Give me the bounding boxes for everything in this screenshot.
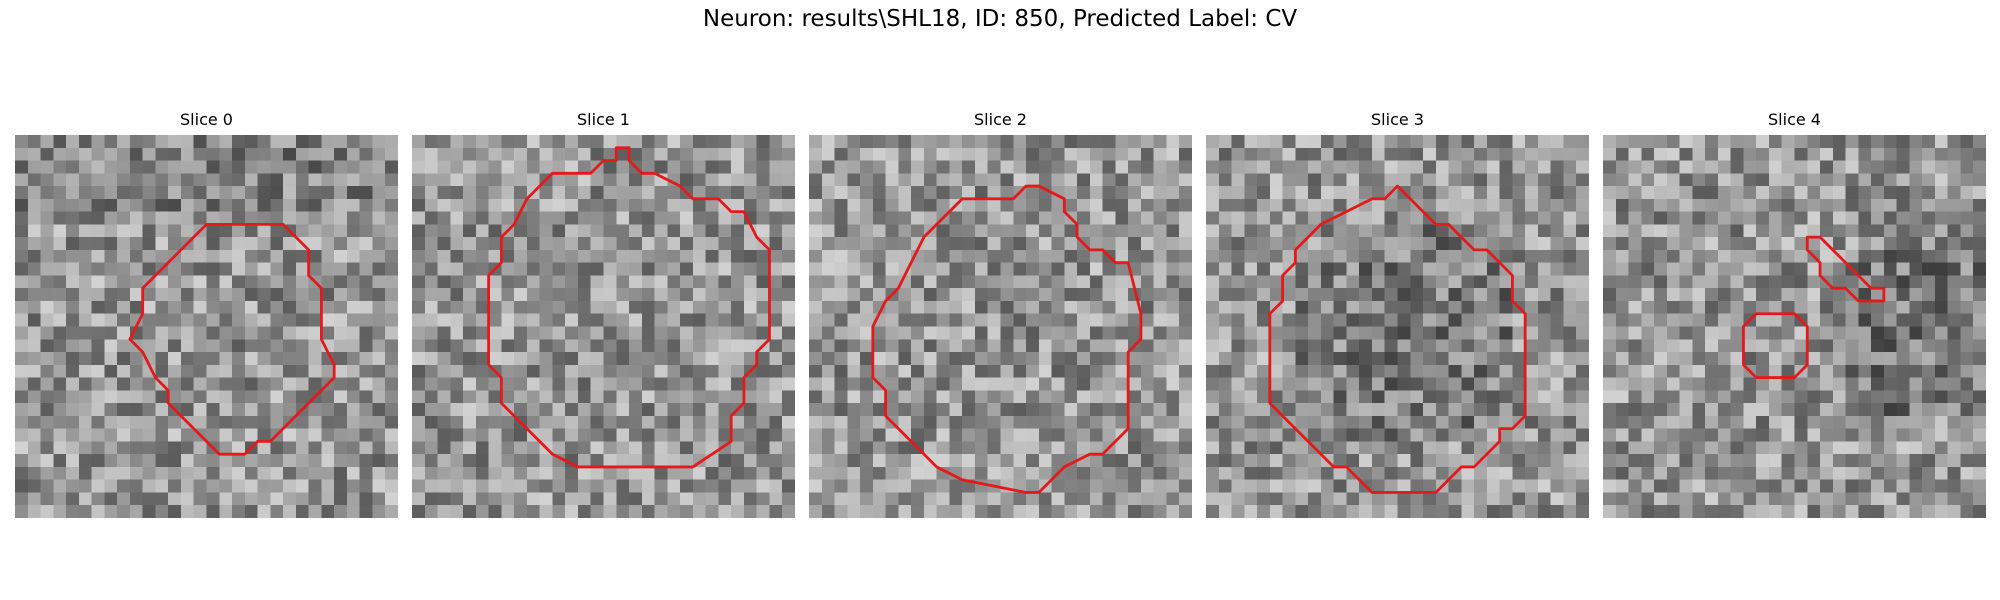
slice-title: Slice 0 [180, 110, 233, 129]
slice-title: Slice 3 [1371, 110, 1424, 129]
slice-image [412, 135, 795, 518]
contour-overlay [487, 146, 771, 469]
slice-title: Slice 4 [1768, 110, 1821, 129]
contour-overlay [871, 184, 1143, 494]
contour-overlay [128, 222, 336, 456]
neuron-contour [1742, 312, 1809, 379]
slice-title: Slice 2 [974, 110, 1027, 129]
neuron-contour [1268, 184, 1527, 494]
neuron-contour [1805, 235, 1886, 303]
neuron-contour [128, 222, 336, 456]
contour-overlay [1268, 184, 1527, 494]
neuron-contour [871, 184, 1143, 494]
neuron-contour [487, 146, 771, 469]
slice-title: Slice 1 [577, 110, 630, 129]
figure-title: Neuron: results\SHL18, ID: 850, Predicte… [702, 6, 1298, 32]
contour-overlay [1742, 235, 1886, 379]
slice-image [1603, 135, 1986, 518]
slice-image [15, 135, 398, 518]
